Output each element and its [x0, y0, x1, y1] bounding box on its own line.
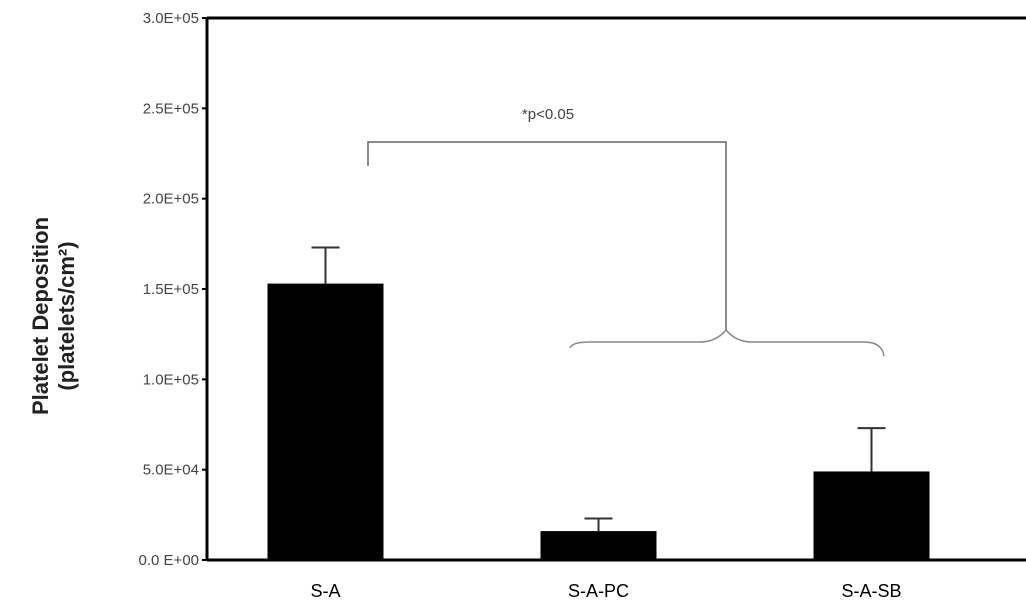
x-tick-label: S-A [310, 581, 340, 601]
y-axis-label: Platelet Deposition (platelets/cm²) [28, 217, 79, 415]
y-axis-ticks: 0.0 E+00 5.0E+04 1.0E+05 1.5E+05 2.0E+05 2.5E… [139, 10, 207, 569]
y-tick-label: 0.0 E+00 [139, 552, 199, 569]
y-tick-label: 1.5E+05 [143, 281, 199, 298]
bar [267, 283, 384, 560]
x-tick-label: S-A-PC [568, 581, 629, 601]
bar [813, 471, 930, 560]
y-tick-label: 1.0E+05 [143, 371, 199, 388]
error-bars [311, 246, 886, 532]
y-tick-label: 2.5E+05 [143, 100, 199, 117]
significance-annotation: *p<0.05 [367, 106, 885, 357]
y-axis-units: (platelets/cm²) [54, 241, 79, 390]
y-tick-label: 3.0E+05 [143, 10, 199, 27]
y-axis-title: Platelet Deposition [28, 217, 53, 415]
bar [540, 531, 657, 560]
x-tick-label: S-A-SB [841, 581, 901, 601]
y-tick-label: 5.0E+04 [143, 462, 199, 479]
x-axis-ticks: S-A S-A-PC S-A-SB [310, 581, 901, 601]
significance-bracket-line [367, 141, 727, 330]
y-tick-label: 2.0E+05 [143, 191, 199, 208]
bars [267, 283, 930, 560]
significance-label: *p<0.05 [522, 106, 574, 123]
group-brace [569, 328, 885, 357]
